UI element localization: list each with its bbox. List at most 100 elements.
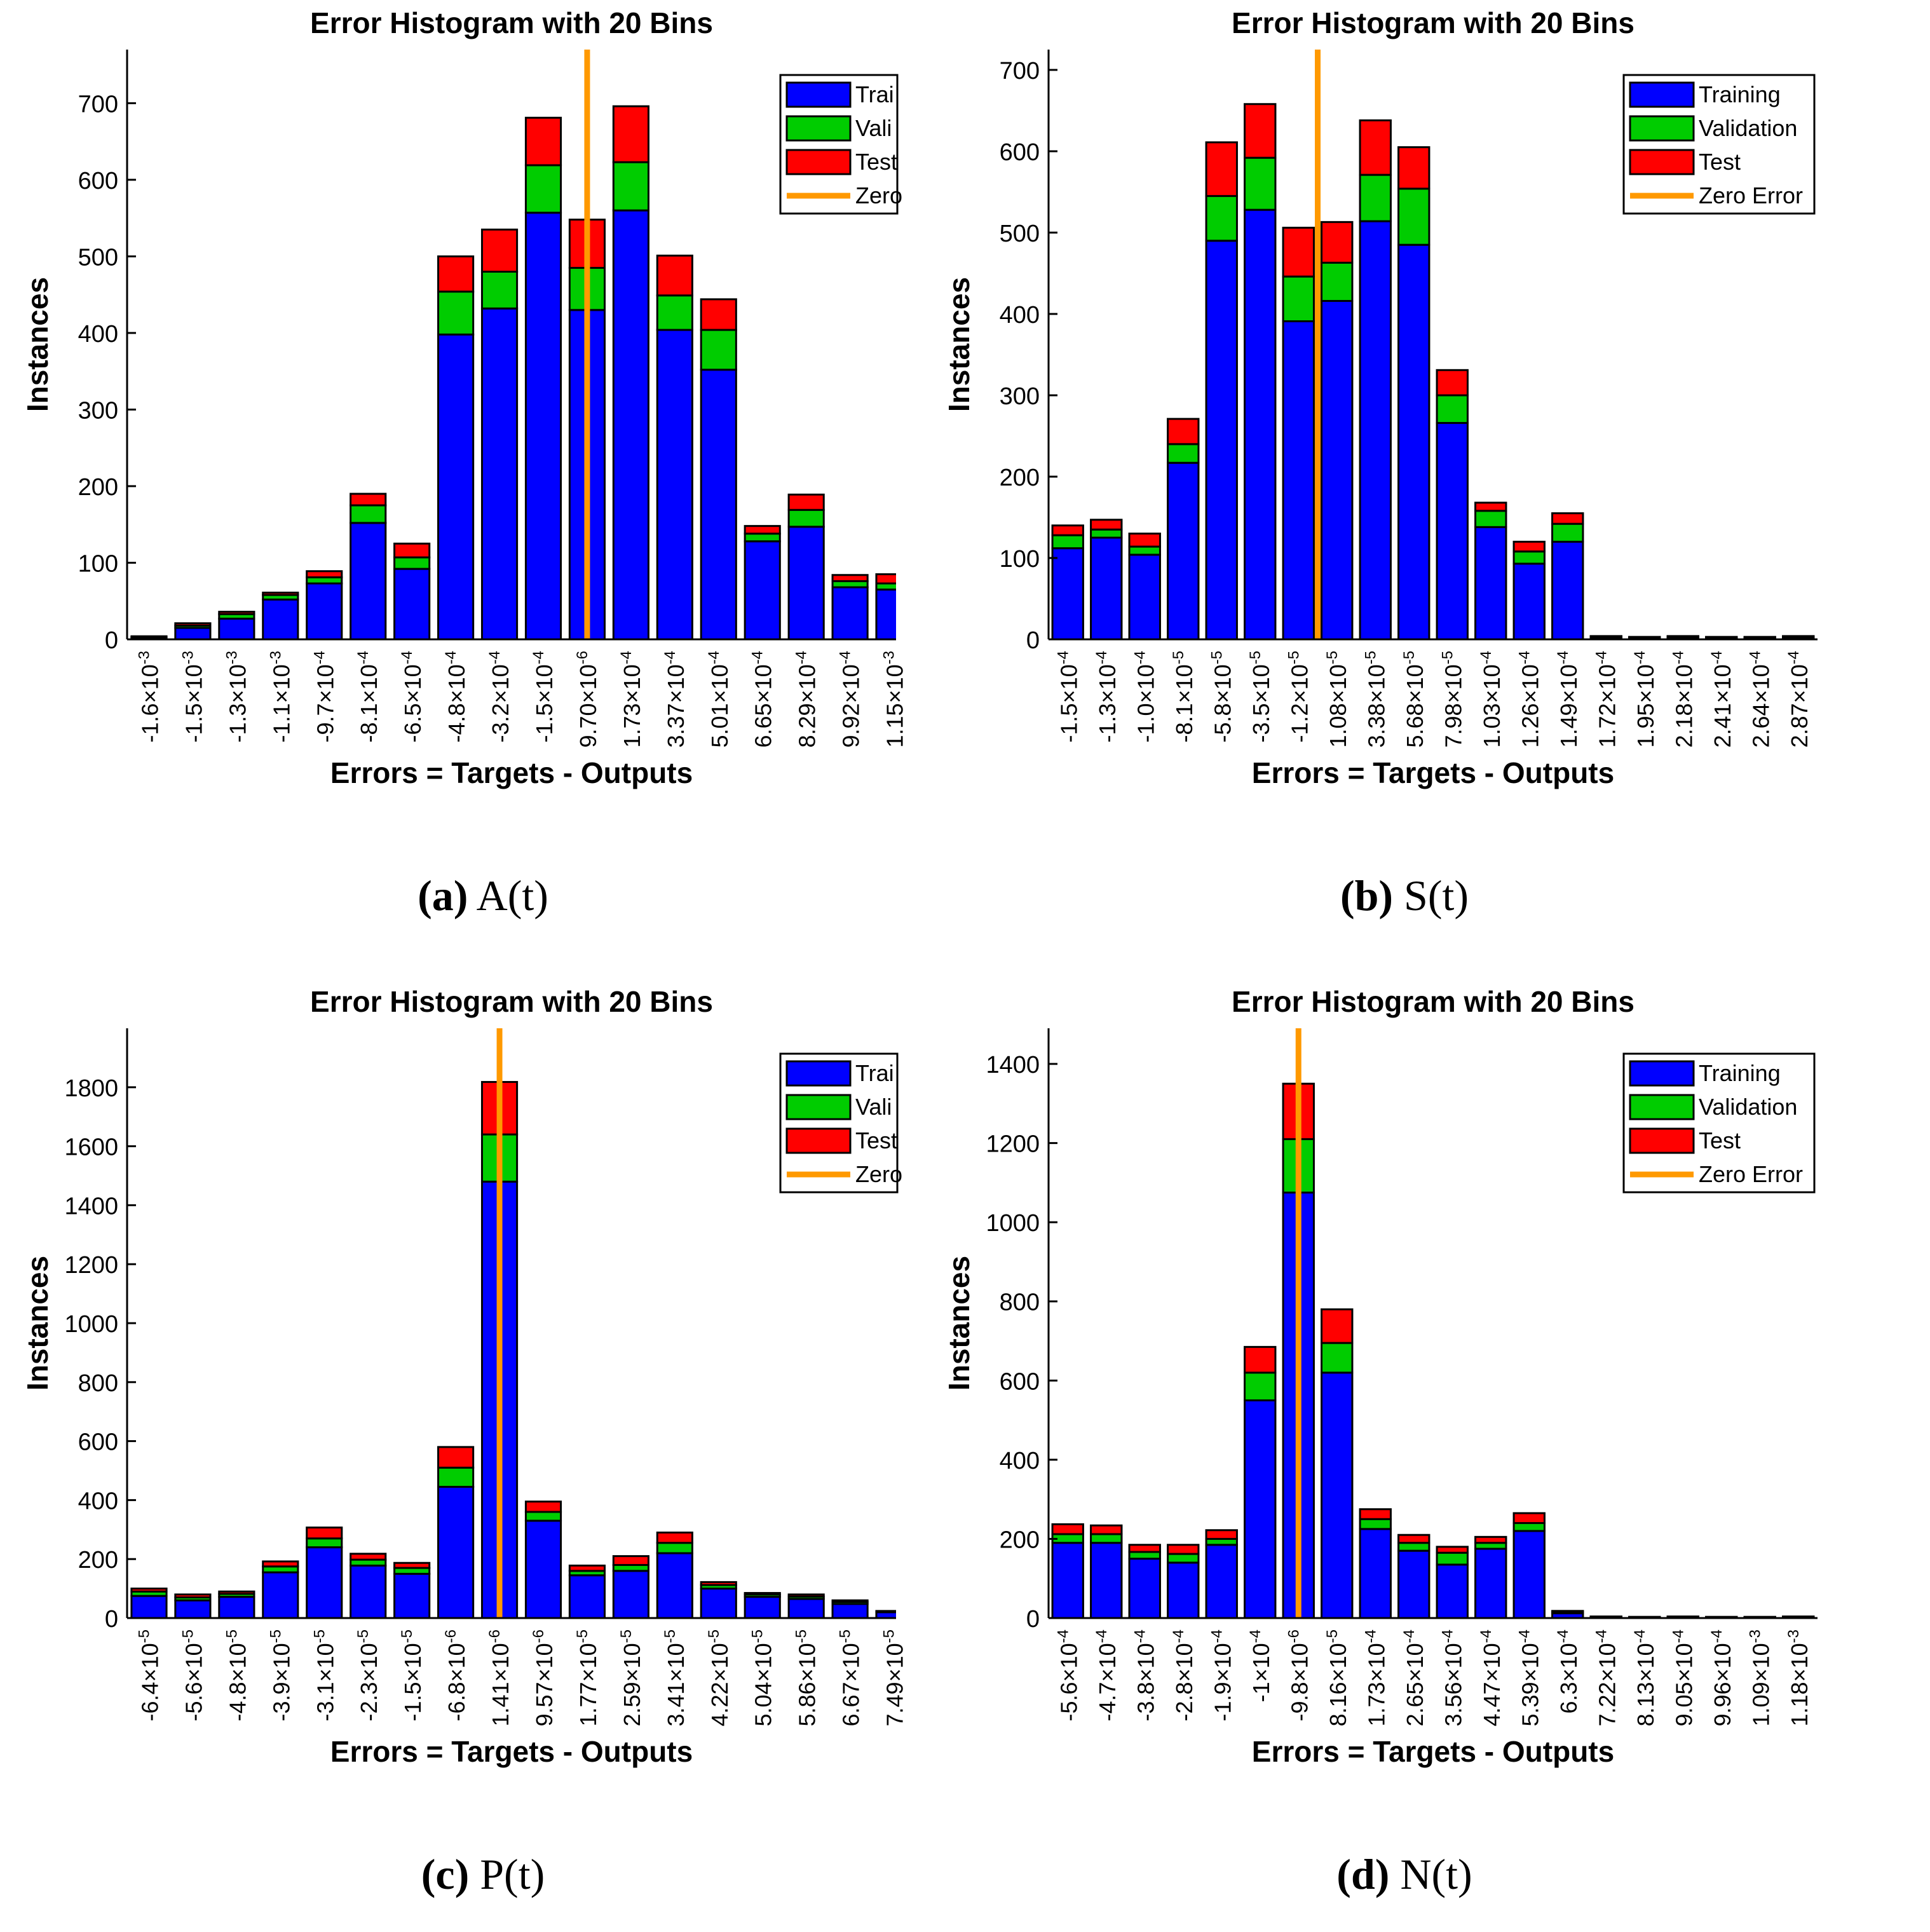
bar-validation: [744, 533, 781, 543]
tick-mantissa: 1.18×10: [1786, 1643, 1812, 1726]
bar-validation: [1128, 1551, 1161, 1560]
tick-mantissa: -3.2×10: [487, 664, 513, 742]
tick-mantissa: -1.5×10: [531, 664, 557, 742]
tick-mantissa: -6.5×10: [400, 664, 426, 742]
x-tick-label: 1.73×10-4: [618, 651, 645, 747]
bar-test: [1051, 1523, 1084, 1535]
bar-training: [1551, 540, 1584, 641]
bar-validation: [1321, 261, 1354, 303]
tick-mantissa: -4.8×10: [224, 1643, 250, 1721]
bar-validation: [1090, 1533, 1123, 1544]
caption-a: (a) A(t): [6, 871, 960, 921]
bar-test: [1397, 1534, 1431, 1544]
bar-validation: [1244, 156, 1277, 211]
tick-mantissa: -1.5×10: [180, 664, 207, 742]
legend-swatch: [785, 149, 852, 175]
tick-exponent: -6: [442, 1629, 459, 1643]
x-tick-label: -3.2×10-4: [486, 651, 513, 742]
bar-test: [1397, 146, 1431, 190]
bar-test: [218, 1590, 255, 1595]
y-tick-label: 100: [78, 550, 118, 577]
bar-test: [787, 1593, 825, 1598]
bar-training: [568, 1574, 606, 1619]
tick-exponent: -5: [311, 1629, 328, 1643]
tick-mantissa: 4.22×10: [707, 1643, 733, 1726]
bar-training: [130, 1595, 168, 1619]
x-tick-label: 5.01×10-4: [705, 651, 733, 747]
y-tick-label: 800: [78, 1370, 118, 1397]
x-tick-label: 1.09×10-3: [1746, 1629, 1774, 1726]
bar-test: [306, 570, 343, 578]
bar-test: [1167, 1544, 1200, 1555]
bar-validation: [350, 504, 387, 524]
x-tick-label: 6.3×10-4: [1554, 1629, 1582, 1713]
tick-exponent: -6: [1285, 1629, 1302, 1643]
tick-mantissa: 9.57×10: [531, 1643, 557, 1726]
tick-mantissa: -6.8×10: [444, 1643, 470, 1721]
tick-exponent: -5: [135, 1629, 153, 1643]
bar-test: [1359, 119, 1392, 176]
x-tick-label: 5.86×10-5: [793, 1629, 820, 1726]
tick-mantissa: -3.1×10: [312, 1643, 338, 1721]
bar-training: [1090, 536, 1123, 641]
bar-test: [700, 1581, 737, 1586]
tick-exponent: -6: [486, 1629, 503, 1643]
x-tick-label: 1.95×10-4: [1631, 651, 1659, 747]
bar-test: [1551, 1610, 1584, 1614]
bar-test: [612, 105, 649, 163]
bar-test: [1512, 1512, 1546, 1525]
tick-exponent: -4: [1746, 651, 1764, 664]
y-tick-label: 400: [78, 1488, 118, 1514]
tick-exponent: -5: [1170, 651, 1187, 664]
tick-exponent: -4: [1554, 651, 1572, 664]
bar-test: [393, 1561, 431, 1569]
tick-mantissa: -3.8×10: [1132, 1643, 1159, 1721]
tick-mantissa: -1.5×10: [400, 1643, 426, 1721]
bar-validation: [437, 1466, 475, 1488]
tick-mantissa: -2.8×10: [1171, 1643, 1197, 1721]
tick-exponent: -3: [135, 651, 153, 664]
tick-mantissa: 7.49×10: [882, 1643, 908, 1726]
bar-training: [831, 1603, 869, 1619]
x-tick-label: 6.65×10-4: [749, 651, 777, 747]
tick-mantissa: 6.65×10: [751, 664, 777, 747]
bar-training: [524, 1520, 562, 1619]
tick-exponent: -5: [1208, 651, 1225, 664]
tick-exponent: -5: [618, 1629, 635, 1643]
bar-training: [1090, 1542, 1123, 1619]
bar-validation: [700, 329, 737, 371]
x-tick-label: 2.18×10-4: [1669, 651, 1697, 747]
tick-mantissa: 6.3×10: [1556, 1643, 1582, 1713]
y-tick-label: 500: [78, 244, 118, 271]
tick-mantissa: 5.68×10: [1402, 664, 1428, 747]
tick-exponent: -4: [1478, 651, 1495, 664]
tick-mantissa: 1.49×10: [1556, 664, 1582, 747]
tick-mantissa: -5.8×10: [1209, 664, 1235, 742]
tick-mantissa: -8.1×10: [356, 664, 382, 742]
tick-mantissa: -9.7×10: [312, 664, 338, 742]
tick-exponent: -3: [1785, 1629, 1802, 1643]
tick-exponent: -4: [1708, 1629, 1725, 1643]
tick-mantissa: -1.6×10: [137, 664, 163, 742]
caption-letter: (b): [1340, 871, 1394, 920]
bar-test: [1436, 1546, 1469, 1554]
y-tick-label: 200: [1000, 465, 1040, 491]
tick-mantissa: -9.8×10: [1286, 1643, 1312, 1721]
x-tick-label: -3.8×10-4: [1131, 1629, 1159, 1721]
tick-exponent: -4: [1054, 651, 1071, 664]
tick-exponent: -4: [1631, 1629, 1648, 1643]
tick-mantissa: 2.41×10: [1709, 664, 1736, 747]
x-tick-label: 7.22×10-4: [1593, 1629, 1620, 1726]
tick-mantissa: 1.41×10: [487, 1643, 513, 1726]
tick-exponent: -4: [1516, 1629, 1533, 1643]
tick-mantissa: -4.7×10: [1094, 1643, 1120, 1721]
bar-validation: [1321, 1342, 1354, 1374]
chart-title: Error Histogram with 20 Bins: [1232, 6, 1634, 39]
tick-exponent: -4: [1785, 651, 1802, 664]
tick-exponent: -6: [574, 651, 591, 664]
bar-test: [1359, 1508, 1392, 1520]
bar-test: [1782, 635, 1815, 638]
tick-mantissa: 9.70×10: [575, 664, 601, 747]
tick-mantissa: 1.77×10: [575, 1643, 601, 1726]
x-tick-label: -3.5×10-5: [1247, 651, 1274, 742]
